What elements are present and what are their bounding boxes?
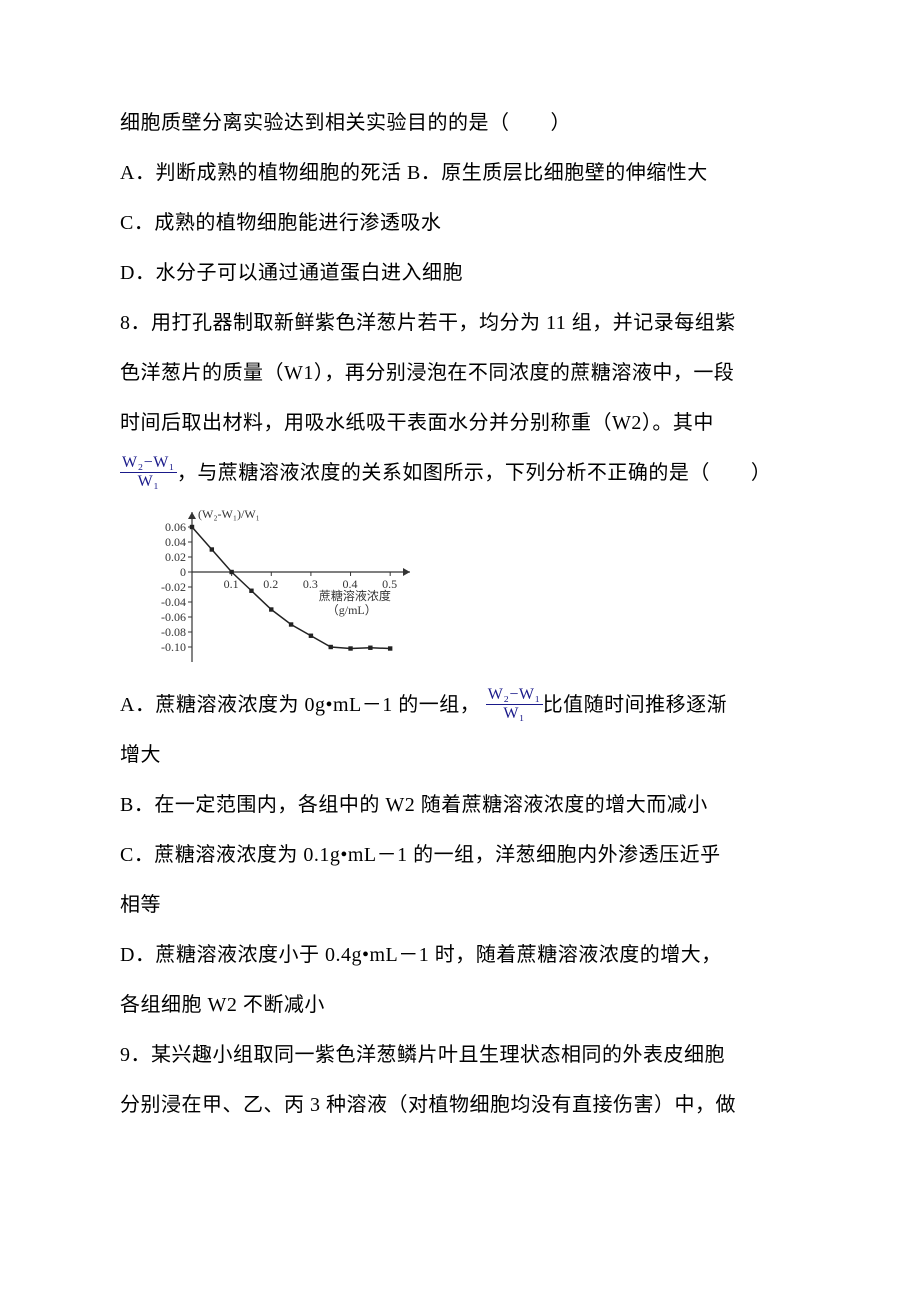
chart-svg: (W₂-W₁)/W₁0.10.20.30.40.5蔗糖溶液浓度（g/mL）0.0…	[140, 504, 420, 674]
q8-option-a-line1: A．蔗糖溶液浓度为 0g•mL－1 的一组， W₂−W₁ W₁ 比值随时间推移逐…	[120, 682, 800, 728]
svg-text:-0.02: -0.02	[161, 580, 186, 594]
frac-num: W₂−W₁	[120, 454, 177, 473]
q7-option-d: D．水分子可以通过通道蛋白进入细胞	[120, 250, 800, 296]
svg-text:-0.04: -0.04	[161, 595, 186, 609]
svg-text:（g/mL）: （g/mL）	[327, 603, 377, 617]
q8-option-c-line2: 相等	[120, 882, 800, 928]
q9-stem-line2: 分别浸在甲、乙、丙 3 种溶液（对植物细胞均没有直接伤害）中，做	[120, 1082, 800, 1128]
q8-opt-a-pre: A．蔗糖溶液浓度为 0g•mL－1 的一组，	[120, 694, 480, 716]
svg-text:0.3: 0.3	[303, 577, 318, 591]
svg-text:-0.10: -0.10	[161, 640, 186, 654]
document-page: 细胞质壁分离实验达到相关实验目的的是（ ） A．判断成熟的植物细胞的死活 B．原…	[0, 0, 920, 1302]
q7-stem-cont: 细胞质壁分离实验达到相关实验目的的是（ ）	[120, 100, 800, 146]
fraction-w2w1-1: W₂−W₁ W₁	[120, 454, 177, 490]
svg-text:0.1: 0.1	[224, 577, 239, 591]
svg-text:0.2: 0.2	[263, 577, 278, 591]
svg-text:(W₂-W₁)/W₁: (W₂-W₁)/W₁	[198, 507, 260, 521]
svg-text:0.06: 0.06	[165, 520, 186, 534]
frac-num-2: W₂−W₁	[486, 686, 543, 705]
frac-den-2: W₁	[486, 705, 543, 723]
frac-den: W₁	[120, 473, 177, 491]
q7-option-c: C．成熟的植物细胞能进行渗透吸水	[120, 200, 800, 246]
q8-stem-line4: W₂−W₁ W₁ ，与蔗糖溶液浓度的关系如图所示，下列分析不正确的是（ ）	[120, 450, 800, 496]
svg-text:-0.06: -0.06	[161, 610, 186, 624]
q8-option-d-line1: D．蔗糖溶液浓度小于 0.4g•mL－1 时，随着蔗糖溶液浓度的增大，	[120, 932, 800, 978]
q8-stem-line3: 时间后取出材料，用吸水纸吸干表面水分并分别称重（W2）。其中	[120, 400, 800, 446]
svg-text:0: 0	[180, 565, 186, 579]
svg-text:-0.08: -0.08	[161, 625, 186, 639]
q9-stem-line1: 9．某兴趣小组取同一紫色洋葱鳞片叶且生理状态相同的外表皮细胞	[120, 1032, 800, 1078]
svg-text:0.04: 0.04	[165, 535, 186, 549]
svg-text:蔗糖溶液浓度: 蔗糖溶液浓度	[319, 588, 391, 603]
q8-chart: (W₂-W₁)/W₁0.10.20.30.40.5蔗糖溶液浓度（g/mL）0.0…	[140, 504, 800, 674]
q7-option-a-b: A．判断成熟的植物细胞的死活 B．原生质层比细胞壁的伸缩性大	[120, 150, 800, 196]
q8-stem-line2: 色洋葱片的质量（W1），再分别浸泡在不同浓度的蔗糖溶液中，一段	[120, 350, 800, 396]
q8-stem-l4-tail: ，与蔗糖溶液浓度的关系如图所示，下列分析不正确的是（ ）	[177, 462, 772, 484]
fraction-w2w1-2: W₂−W₁ W₁	[486, 686, 543, 722]
q8-stem-line1: 8．用打孔器制取新鲜紫色洋葱片若干，均分为 11 组，并记录每组紫	[120, 300, 800, 346]
svg-text:0.02: 0.02	[165, 550, 186, 564]
q8-option-a-line2: 增大	[120, 732, 800, 778]
q8-option-c-line1: C．蔗糖溶液浓度为 0.1g•mL－1 的一组，洋葱细胞内外渗透压近乎	[120, 832, 800, 878]
q8-opt-a-post: 比值随时间推移逐渐	[543, 694, 728, 716]
q8-option-b: B．在一定范围内，各组中的 W2 随着蔗糖溶液浓度的增大而减小	[120, 782, 800, 828]
q8-option-d-line2: 各组细胞 W2 不断减小	[120, 982, 800, 1028]
